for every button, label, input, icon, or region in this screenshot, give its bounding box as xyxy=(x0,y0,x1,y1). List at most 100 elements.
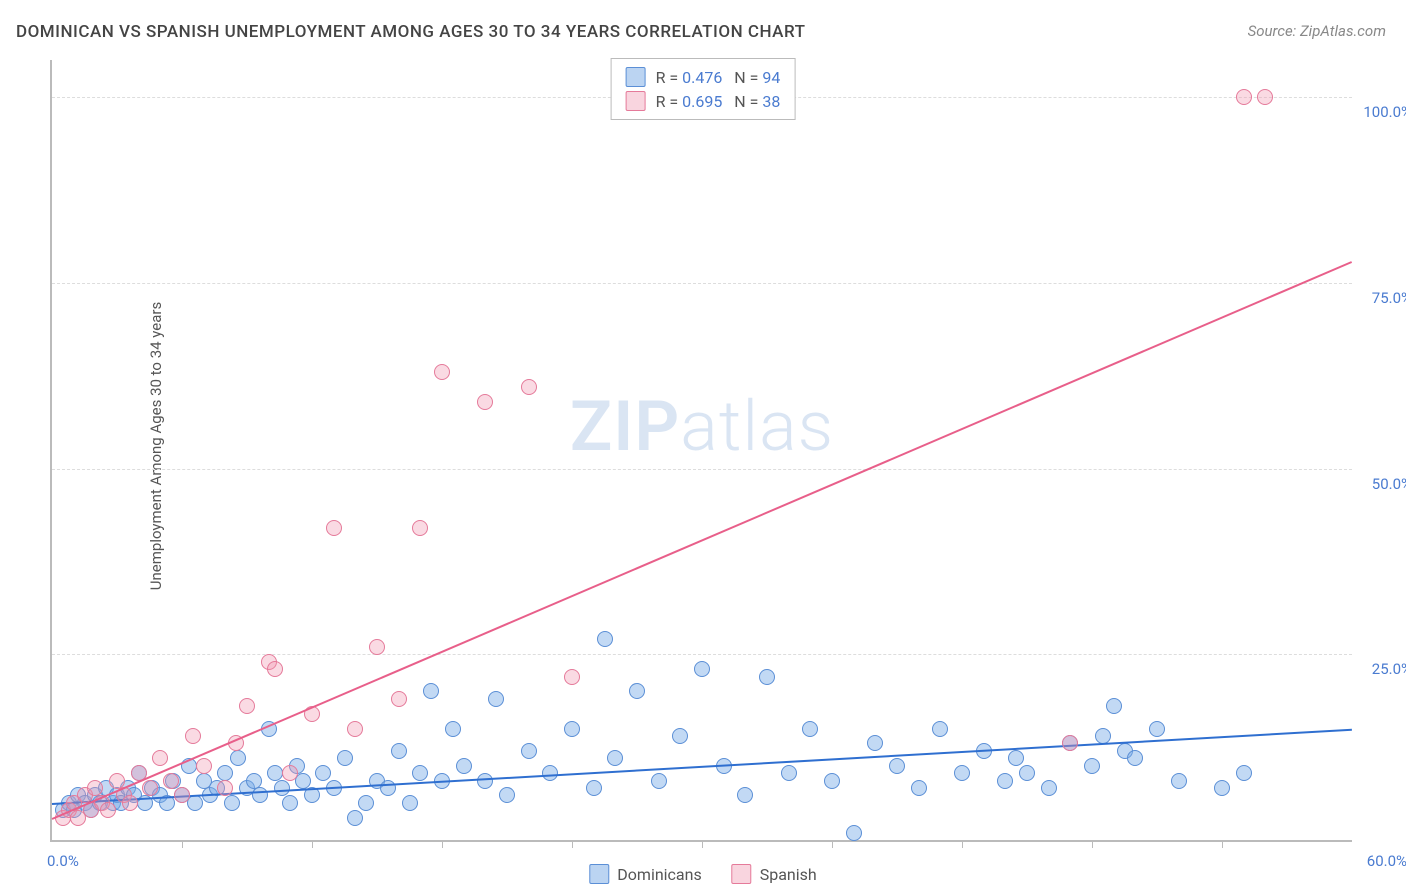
data-point xyxy=(402,795,418,811)
data-point xyxy=(326,520,342,536)
legend-row: R = 0.476 N = 94 xyxy=(626,65,781,89)
data-point xyxy=(267,765,283,781)
x-tick xyxy=(962,840,963,848)
x-tick xyxy=(182,840,183,848)
data-point xyxy=(781,765,797,781)
y-tick-label: 25.0% xyxy=(1357,660,1406,678)
data-point xyxy=(163,773,179,789)
data-point xyxy=(246,773,262,789)
plot-area: ZIPatlas 0.0% 60.0% 25.0%50.0%75.0%100.0… xyxy=(50,60,1352,842)
data-point xyxy=(651,773,667,789)
legend-swatch xyxy=(626,67,646,87)
data-point xyxy=(1008,750,1024,766)
data-point xyxy=(694,661,710,677)
legend-label: Dominicans xyxy=(617,865,701,884)
data-point xyxy=(152,750,168,766)
data-point xyxy=(391,691,407,707)
data-point xyxy=(282,795,298,811)
data-point xyxy=(586,780,602,796)
data-point xyxy=(239,698,255,714)
gridline xyxy=(52,469,1352,470)
data-point xyxy=(932,721,948,737)
data-point xyxy=(1062,735,1078,751)
legend-stat: R = 0.695 N = 38 xyxy=(656,92,781,111)
data-point xyxy=(1127,750,1143,766)
x-tick xyxy=(312,840,313,848)
data-point xyxy=(477,773,493,789)
data-point xyxy=(1019,765,1035,781)
data-point xyxy=(1214,780,1230,796)
data-point xyxy=(456,758,472,774)
x-tick xyxy=(572,840,573,848)
data-point xyxy=(564,721,580,737)
data-point xyxy=(412,520,428,536)
gridline xyxy=(52,283,1352,284)
series-legend: Dominicans Spanish xyxy=(589,864,816,884)
data-point xyxy=(315,765,331,781)
chart-title: DOMINICAN VS SPANISH UNEMPLOYMENT AMONG … xyxy=(16,22,805,42)
data-point xyxy=(274,780,290,796)
data-point xyxy=(1041,780,1057,796)
legend-item: Dominicans xyxy=(589,864,701,884)
data-point xyxy=(224,795,240,811)
legend-item: Spanish xyxy=(732,864,817,884)
data-point xyxy=(217,780,233,796)
data-point xyxy=(802,721,818,737)
data-point xyxy=(477,394,493,410)
data-point xyxy=(282,765,298,781)
data-point xyxy=(358,795,374,811)
data-point xyxy=(1106,698,1122,714)
data-point xyxy=(889,758,905,774)
data-point xyxy=(499,787,515,803)
data-point xyxy=(564,669,580,685)
data-point xyxy=(737,787,753,803)
data-point xyxy=(87,780,103,796)
data-point xyxy=(142,780,158,796)
data-point xyxy=(423,683,439,699)
data-point xyxy=(267,661,283,677)
x-tick xyxy=(1222,840,1223,848)
data-point xyxy=(412,765,428,781)
source-label: Source: ZipAtlas.com xyxy=(1248,22,1386,40)
data-point xyxy=(230,750,246,766)
data-point xyxy=(100,802,116,818)
legend-stat: R = 0.476 N = 94 xyxy=(656,68,781,87)
data-point xyxy=(380,780,396,796)
data-point xyxy=(109,773,125,789)
y-tick-label: 75.0% xyxy=(1357,289,1406,307)
x-tick xyxy=(1092,840,1093,848)
data-point xyxy=(521,743,537,759)
legend-label: Spanish xyxy=(760,865,817,884)
data-point xyxy=(217,765,233,781)
x-tick xyxy=(702,840,703,848)
data-point xyxy=(1257,89,1273,105)
data-point xyxy=(391,743,407,759)
data-point xyxy=(445,721,461,737)
y-tick-label: 50.0% xyxy=(1357,475,1406,493)
data-point xyxy=(597,631,613,647)
data-point xyxy=(1171,773,1187,789)
data-point xyxy=(867,735,883,751)
legend-swatch xyxy=(626,91,646,111)
data-point xyxy=(122,795,138,811)
data-point xyxy=(1149,721,1165,737)
data-point xyxy=(607,750,623,766)
data-point xyxy=(347,810,363,826)
data-point xyxy=(629,683,645,699)
y-tick-label: 100.0% xyxy=(1357,103,1406,121)
data-point xyxy=(347,721,363,737)
data-point xyxy=(488,691,504,707)
data-point xyxy=(911,780,927,796)
x-origin-label: 0.0% xyxy=(47,852,79,870)
data-point xyxy=(196,758,212,774)
data-point xyxy=(369,639,385,655)
x-max-label: 60.0% xyxy=(1367,852,1406,870)
data-point xyxy=(824,773,840,789)
data-point xyxy=(846,825,862,841)
data-point xyxy=(434,364,450,380)
x-tick xyxy=(832,840,833,848)
data-point xyxy=(1084,758,1100,774)
data-point xyxy=(997,773,1013,789)
data-point xyxy=(185,728,201,744)
legend-swatch xyxy=(589,864,609,884)
